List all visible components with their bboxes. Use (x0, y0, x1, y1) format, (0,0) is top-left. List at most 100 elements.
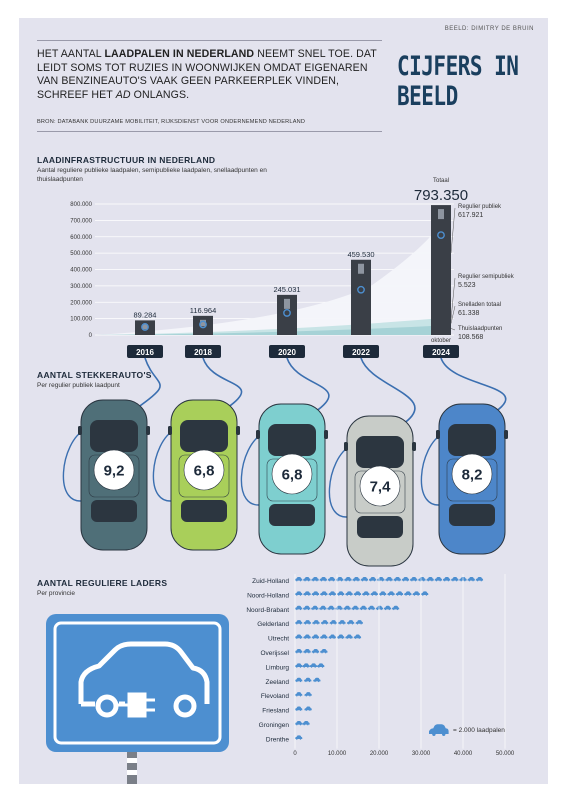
charger-car-icon (383, 605, 392, 611)
charger-car-icon (368, 576, 377, 582)
car-mirror (344, 442, 348, 451)
charger-car-icon (313, 677, 321, 683)
icon-wheel (299, 695, 302, 697)
charger-car-icon (327, 576, 336, 582)
icon-wheel (452, 580, 454, 582)
icon-body (362, 591, 370, 595)
icon-wheel (358, 637, 360, 639)
icon-wheel (314, 680, 316, 683)
icon-body (393, 576, 401, 581)
breakdown-value: 108.568 (458, 334, 483, 341)
car-mirror (436, 430, 440, 439)
car-mirror (236, 426, 240, 435)
charger-car-icon (370, 591, 378, 596)
icon-wheel (396, 594, 399, 596)
charger-car-icon (395, 591, 404, 596)
sign-post-stripe (127, 758, 137, 763)
icon-wheel (299, 709, 302, 711)
icon-wheel (380, 594, 382, 596)
charger-car-icon (353, 634, 362, 639)
icon-body (352, 576, 360, 581)
icon-body (303, 648, 311, 653)
icon-wheel (324, 580, 326, 582)
icon-body (303, 591, 311, 595)
value-circle (183, 449, 225, 491)
year-pill (185, 345, 221, 358)
icon-body (303, 620, 311, 624)
icon-wheel (299, 580, 302, 582)
icon-body (309, 663, 317, 667)
charger-car-icon (295, 591, 303, 596)
charger-car-icon (311, 634, 320, 639)
icon-body (303, 605, 311, 610)
icon-body (360, 576, 369, 581)
chart3-x-axis: 0 10.000 20.000 30.000 40.000 50.000 (293, 574, 515, 757)
icon-wheel (329, 637, 332, 639)
icon-wheel (318, 666, 320, 668)
icon-body (367, 605, 375, 610)
province-label: Gelderland (257, 621, 289, 628)
car-rear-window (181, 500, 227, 522)
chart3-subtitle: Per provincie (37, 590, 75, 597)
icon-wheel (348, 623, 350, 625)
icon-wheel (299, 608, 302, 611)
icon-body (410, 576, 418, 581)
chart1-y-tick-label: 400.000 (70, 268, 92, 274)
chart1-total-word: Totaal (433, 178, 449, 184)
charger-socket (141, 323, 149, 331)
province-label: Utrecht (268, 636, 289, 643)
icon-body (336, 576, 344, 581)
icon-wheel (357, 580, 359, 582)
charger-socket (437, 231, 445, 239)
icon-body (353, 591, 362, 595)
icon-wheel (455, 580, 458, 582)
icon-body (401, 576, 410, 581)
charger-car-icon (375, 605, 384, 611)
charger-car-icon (401, 576, 410, 582)
icon-wheel (304, 652, 306, 654)
charger-car-icon (355, 620, 363, 625)
charger-car-icon (337, 591, 345, 596)
icon-body (304, 677, 312, 682)
chart1-y-tick-label: 800.000 (70, 202, 92, 208)
icon-wheel (476, 580, 479, 582)
icon-body (346, 620, 355, 624)
icon-body (313, 677, 321, 682)
icon-wheel (296, 608, 298, 611)
charger-car-icon (303, 591, 311, 596)
charger-car-icon (391, 605, 400, 611)
charger-car-icon (320, 620, 329, 625)
icon-body (320, 591, 328, 595)
legend-car-icon (429, 724, 449, 736)
icon-body (421, 591, 429, 595)
charger-car-icon (434, 576, 442, 582)
icon-body (319, 605, 327, 610)
chart3-x-tick-label: 20.000 (370, 751, 389, 757)
chart1-y-tick-labels: 0 100.000 200.000 300.000 400.000 500.000 600.… (70, 202, 92, 339)
charger-car-icon (351, 605, 359, 611)
car-mirror (168, 426, 172, 435)
sign-inner-border (53, 621, 222, 745)
charger-car-icon (352, 576, 360, 582)
icon-wheel (419, 580, 421, 582)
icon-body (344, 576, 352, 581)
icon-wheel (413, 594, 416, 596)
icon-wheel (299, 738, 302, 740)
icon-body (303, 634, 311, 639)
icon-body (434, 576, 442, 581)
icon-wheel (382, 580, 384, 582)
icon-wheel (427, 580, 429, 582)
icon-wheel (480, 580, 482, 582)
charging-cable (136, 357, 161, 409)
charger-car-icon (429, 724, 449, 736)
chart1-bars (135, 205, 451, 335)
charger-socket (357, 285, 365, 294)
icon-body (451, 576, 459, 581)
icon-body (304, 692, 312, 696)
icon-wheel (332, 608, 334, 611)
charger-car-icon (359, 605, 367, 611)
icon-wheel (392, 594, 394, 596)
icon-wheel (340, 580, 343, 582)
chart1-value-label: 89.284 (134, 310, 157, 319)
charging-cable (360, 357, 416, 425)
